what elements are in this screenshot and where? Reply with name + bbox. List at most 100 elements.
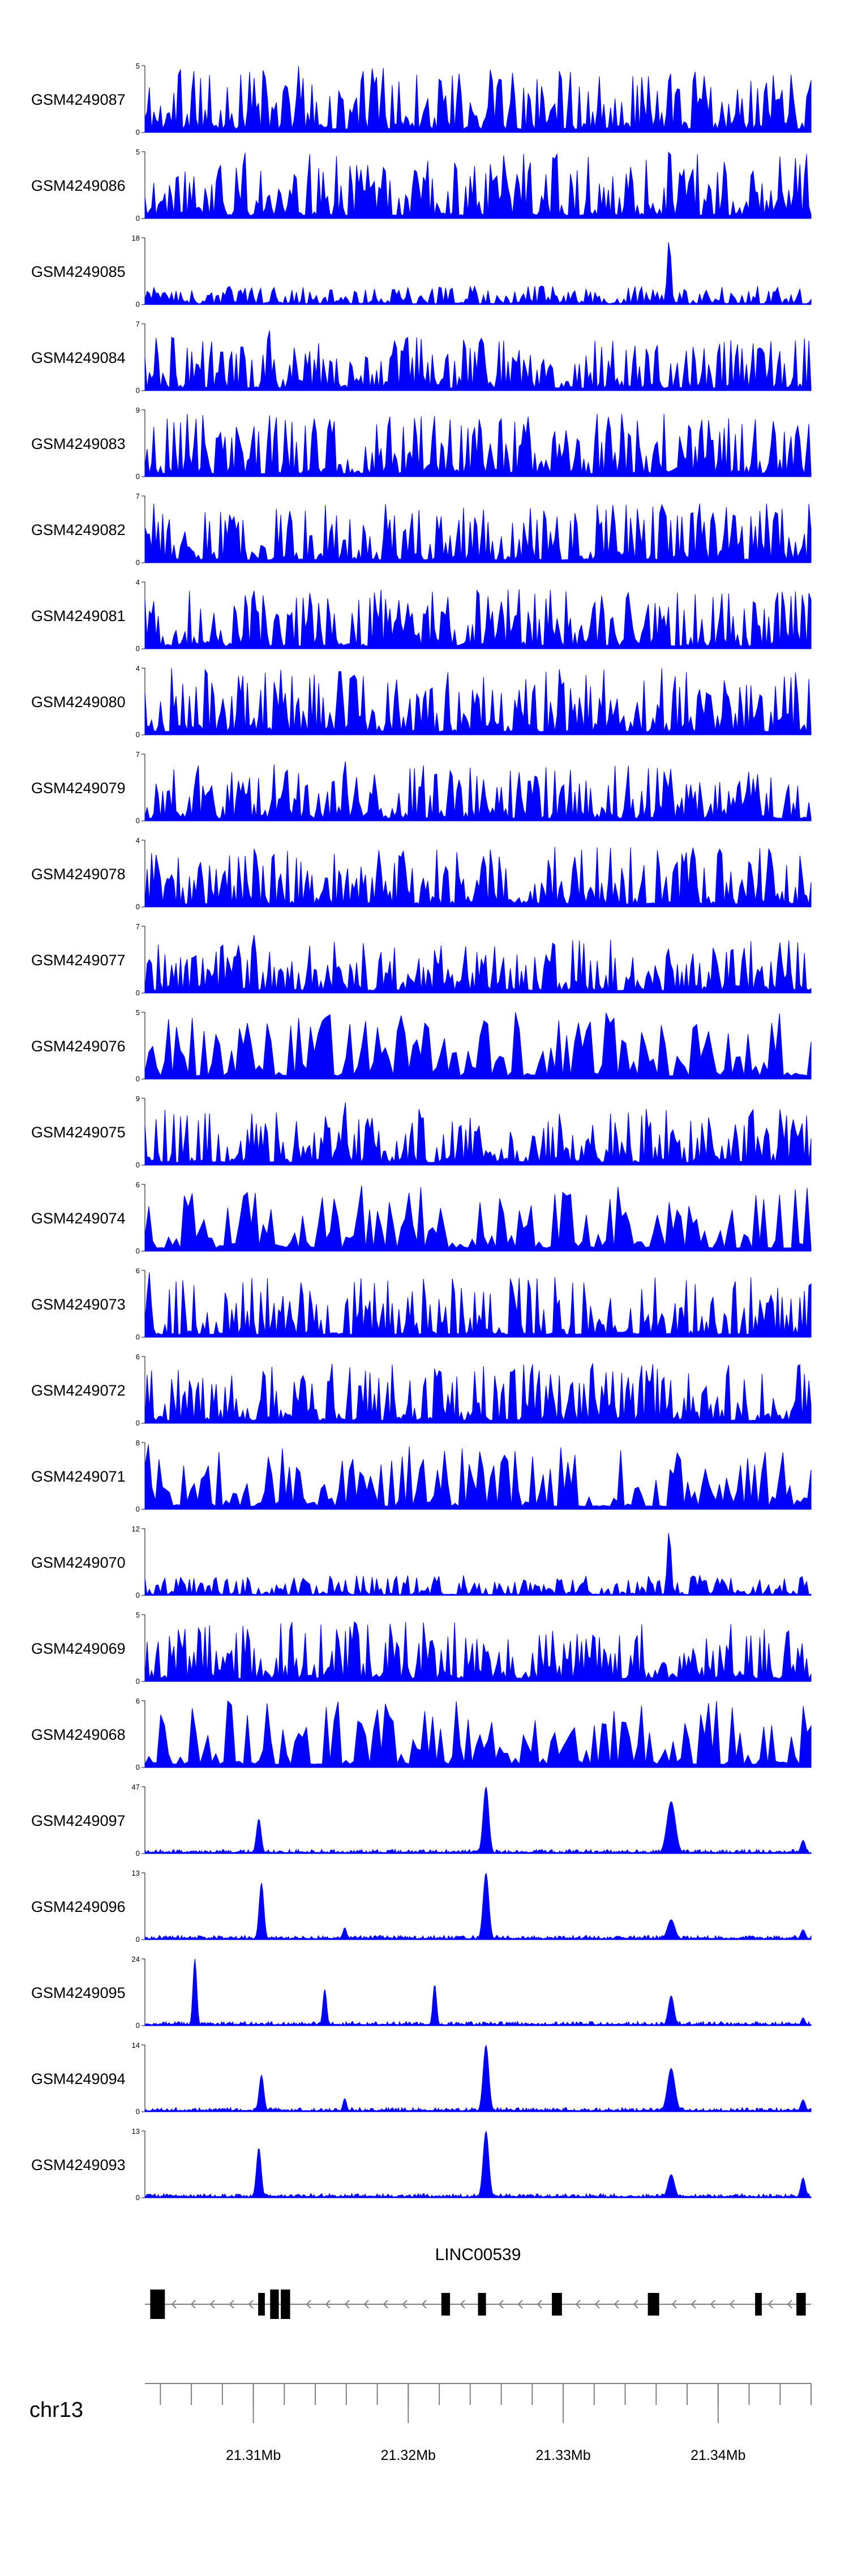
y-axis-zero-label: 0 [136,214,140,222]
y-axis-max-label: 5 [136,1611,140,1619]
track-label: GSM4249096 [31,1898,126,1915]
y-axis-max-label: 6 [136,1697,140,1705]
y-axis-max-label: 4 [136,578,140,587]
track-label: GSM4249073 [31,1296,126,1313]
strand-chevron-left-icon [248,2300,254,2309]
y-axis-max-label: 7 [136,492,140,500]
gene-annotation-track: LINC00539 [0,2242,849,2361]
y-axis-zero-label: 0 [136,128,140,136]
exon-box [441,2293,451,2316]
signal-area [144,1700,812,1768]
signal-plot: 60 [136,1353,812,1427]
y-axis-max-label: 14 [132,2041,140,2049]
track-row: GSM4249093 13 0 [0,2122,849,2208]
signal-area [144,668,812,735]
track-row: GSM4249069 5 0 [0,1606,849,1692]
y-axis-zero-label: 0 [136,730,140,739]
exon-box [281,2290,290,2319]
strand-chevron-left-icon [537,2300,542,2309]
y-axis-zero-label: 0 [136,1505,140,1513]
y-axis-zero-label: 0 [136,1677,140,1685]
signal-plot: 13 0 [132,2127,812,2202]
exon-box [270,2290,279,2319]
axis-tick-label: 21.31Mb [226,2447,281,2463]
signal-area [144,589,812,649]
genome-axis-track: chr13 21.31Mb 21.32Mb 21.33Mb 21.34Mb [0,2361,849,2531]
y-axis-max-label: 13 [132,1869,140,1877]
y-axis-max-label: 5 [136,1008,140,1017]
gene-name-label: LINC00539 [435,2245,521,2264]
signal-plot: 12 0 [132,1525,812,1599]
exon-box [755,2293,762,2316]
track-label: GSM4249079 [31,780,126,797]
y-axis-zero-label: 0 [136,1763,140,1771]
strand-chevron-left-icon [729,2300,735,2309]
y-axis-max-label: 8 [136,1439,140,1447]
strand-chevron-left-icon [325,2300,331,2309]
exon-box [648,2293,659,2316]
signal-plot: 90 [136,1094,812,1169]
track-label: GSM4249097 [31,1812,126,1829]
exon-box [796,2293,806,2316]
track-label: GSM4249070 [31,1554,126,1571]
signal-area [144,1186,812,1252]
y-axis-max-label: 9 [136,406,140,414]
track-label: GSM4249081 [31,607,126,624]
y-axis-zero-label: 0 [136,472,140,481]
y-axis-max-label: 24 [132,1955,140,1963]
signal-plot: 40 [136,836,812,911]
strand-chevron-left-icon [710,2300,715,2309]
signal-plot: 50 [136,1008,812,1083]
track-label: GSM4249072 [31,1382,126,1399]
y-axis-zero-label: 0 [136,1333,140,1341]
y-axis-zero-label: 0 [136,1247,140,1255]
y-axis-zero-label: 0 [136,989,140,997]
signal-tracks-container: GSM4249087 5 0 GSM4249086 5 0 GSM4249085 18 0 GSM… [0,57,849,2208]
signal-area [144,66,812,133]
signal-area [144,1872,812,1940]
track-row: GSM4249086 5 0 [0,143,849,229]
y-axis-zero-label: 0 [136,1935,140,1944]
track-row: GSM4249095 24 0 [0,1950,849,2036]
strand-chevron-left-icon [402,2300,408,2309]
y-axis-max-label: 9 [136,1094,140,1103]
signal-area [144,761,812,821]
signal-plot: 13 0 [132,1869,812,1944]
y-axis-zero-label: 0 [136,1591,140,1599]
signal-plot: 70 [136,492,812,567]
signal-plot: 70 [136,922,812,997]
signal-plot: 40 [136,578,812,653]
exon-box [258,2293,265,2316]
signal-area [144,1012,812,1080]
y-axis-max-label: 12 [132,1525,140,1533]
signal-plot: 60 [136,1266,812,1341]
signal-plot: 50 [136,62,812,136]
signal-area [144,1959,812,2026]
signal-plot: 60 [136,1180,812,1255]
signal-plot: 18 0 [132,234,812,309]
axis-tick-label: 21.33Mb [535,2447,590,2463]
y-axis-zero-label: 0 [136,2193,140,2202]
y-axis-max-label: 7 [136,320,140,328]
signal-plot: 24 0 [132,1955,812,2030]
chromosome-label: chr13 [29,2398,84,2422]
strand-chevron-left-icon [787,2300,792,2309]
strand-chevron-left-icon [633,2300,638,2309]
track-label: GSM4249084 [31,349,126,366]
signal-plot: 90 [136,406,812,481]
y-axis-zero-label: 0 [136,1075,140,1083]
strand-chevron-left-icon [209,2300,215,2309]
strand-chevron-left-icon [306,2300,311,2309]
strand-chevron-left-icon [517,2300,523,2309]
track-row: GSM4249080 4 0 [0,659,849,745]
strand-chevron-left-icon [460,2300,465,2309]
track-label: GSM4249077 [31,952,126,969]
signal-area [144,1786,812,1854]
track-label: GSM4249069 [31,1640,126,1657]
strand-chevron-left-icon [229,2300,234,2309]
track-row: GSM4249087 5 0 [0,57,849,143]
y-axis-zero-label: 0 [136,300,140,309]
track-label: GSM4249093 [31,2156,126,2173]
signal-area [144,413,812,477]
y-axis-zero-label: 0 [136,902,140,911]
